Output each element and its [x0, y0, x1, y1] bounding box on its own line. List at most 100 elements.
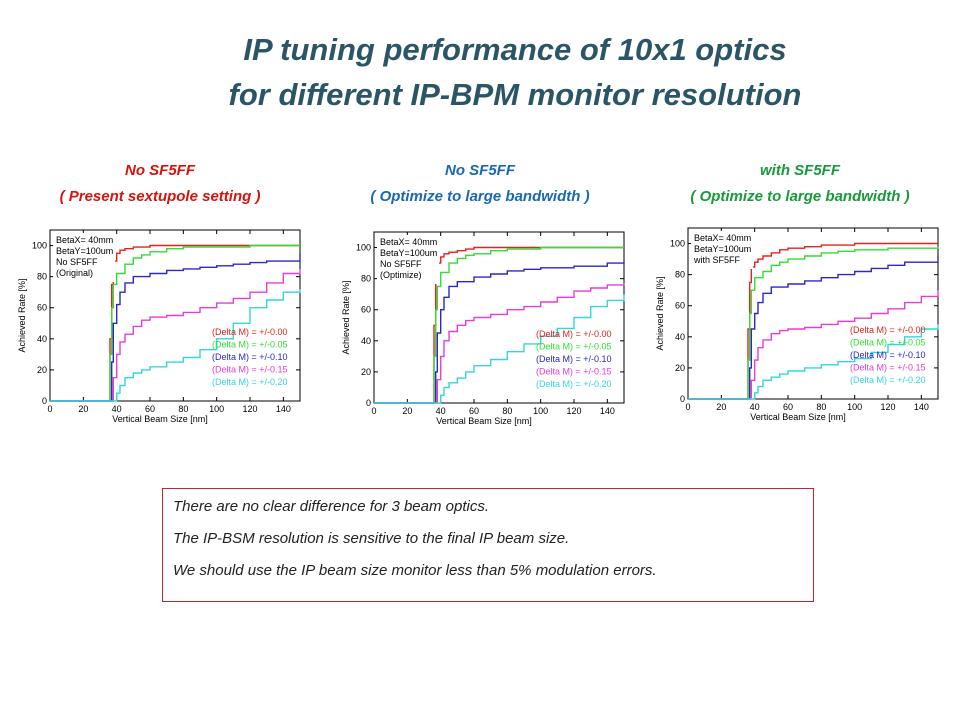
- x-tick-label: 100: [533, 406, 548, 416]
- legend-entry-0: (Delta M) = +/-0.00: [536, 329, 612, 339]
- annotation-line: No SF5FF: [56, 257, 98, 267]
- x-tick-label: 60: [469, 406, 479, 416]
- legend-entry-4: (Delta M) = +/-0.20: [850, 375, 926, 385]
- x-tick-label: 40: [112, 404, 122, 414]
- series-line-4: [374, 294, 625, 404]
- slide-title-line2: for different IP-BPM monitor resolution: [228, 77, 802, 112]
- legend-entry-4: (Delta M) = +/-0.20: [212, 377, 288, 387]
- x-tick-label: 60: [783, 402, 793, 412]
- legend-entry-0: (Delta M) = +/-0.00: [212, 327, 288, 337]
- y-tick-label: 80: [361, 274, 371, 284]
- x-axis-label: Vertical Beam Size [nm]: [750, 412, 846, 422]
- y-tick-label: 40: [675, 332, 685, 342]
- annotation-line: with SF5FF: [693, 255, 741, 265]
- x-tick-label: 120: [880, 402, 895, 412]
- x-axis-label: Vertical Beam Size [nm]: [436, 416, 532, 426]
- x-tick-label: 20: [402, 406, 412, 416]
- note-line-1: There are no clear difference for 3 beam…: [173, 498, 489, 515]
- x-tick-label: 40: [750, 402, 760, 412]
- x-tick-label: 140: [276, 404, 291, 414]
- summary-note-box: There are no clear difference for 3 beam…: [162, 488, 814, 602]
- y-tick-label: 60: [675, 301, 685, 311]
- note-line-2: The IP-BSM resolution is sensitive to th…: [173, 530, 570, 547]
- caption-3-line1: with SF5FF: [760, 162, 840, 179]
- caption-2-line1: No SF5FF: [445, 162, 515, 179]
- legend-entry-1: (Delta M) = +/-0.05: [212, 340, 288, 350]
- series-line-3: [688, 290, 939, 400]
- note-line-3: We should use the IP beam size monitor l…: [173, 562, 657, 579]
- annotation-line: No SF5FF: [380, 259, 422, 269]
- y-tick-label: 0: [680, 394, 685, 404]
- y-tick-label: 0: [42, 396, 47, 406]
- y-tick-label: 40: [37, 334, 47, 344]
- y-tick-label: 0: [366, 398, 371, 408]
- annotation-line: (Original): [56, 268, 93, 278]
- y-tick-label: 80: [37, 272, 47, 282]
- caption-1-line2: ( Present sextupole setting ): [59, 188, 261, 205]
- legend-entry-0: (Delta M) = +/-0.00: [850, 325, 926, 335]
- x-tick-label: 140: [600, 406, 615, 416]
- x-tick-label: 80: [816, 402, 826, 412]
- x-tick-label: 0: [685, 402, 690, 412]
- legend-entry-4: (Delta M) = +/-0.20: [536, 379, 612, 389]
- x-tick-label: 100: [209, 404, 224, 414]
- series-line-3: [50, 268, 301, 402]
- series-line-2: [50, 253, 301, 402]
- annotation-line: (Optimize): [380, 270, 422, 280]
- legend-entry-2: (Delta M) = +/-0.10: [536, 354, 612, 364]
- annotation-line: BetaY=100um: [380, 248, 437, 258]
- annotation-box: [691, 231, 753, 269]
- y-axis-label: Achieved Rate [%]: [655, 276, 665, 350]
- series-line-4: [688, 324, 939, 400]
- x-tick-label: 80: [178, 404, 188, 414]
- y-tick-label: 20: [37, 365, 47, 375]
- x-tick-label: 20: [78, 404, 88, 414]
- annotation-box: [53, 233, 115, 282]
- legend-entry-2: (Delta M) = +/-0.10: [212, 352, 288, 362]
- legend-entry-1: (Delta M) = +/-0.05: [536, 342, 612, 352]
- y-axis-label: Achieved Rate [%]: [17, 278, 27, 352]
- x-tick-label: 40: [436, 406, 446, 416]
- y-tick-label: 60: [361, 305, 371, 315]
- y-tick-label: 100: [670, 239, 685, 249]
- y-tick-label: 60: [37, 303, 47, 313]
- y-tick-label: 100: [356, 243, 371, 253]
- x-tick-label: 120: [242, 404, 257, 414]
- caption-1-line1: No SF5FF: [125, 162, 195, 179]
- legend-entry-3: (Delta M) = +/-0.15: [850, 363, 926, 373]
- y-tick-label: 40: [361, 336, 371, 346]
- x-axis-label: Vertical Beam Size [nm]: [112, 414, 208, 424]
- caption-chart-3: with SF5FF ( Optimize to large bandwidth…: [650, 158, 950, 210]
- legend-entry-1: (Delta M) = +/-0.05: [850, 338, 926, 348]
- series-line-1: [374, 246, 624, 404]
- annotation-line: BetaY=100um: [694, 244, 751, 254]
- caption-2-line2: ( Optimize to large bandwidth ): [370, 188, 590, 205]
- series-line-1: [688, 246, 939, 400]
- x-tick-label: 100: [847, 402, 862, 412]
- x-tick-label: 140: [914, 402, 929, 412]
- x-tick-label: 80: [502, 406, 512, 416]
- legend-entry-3: (Delta M) = +/-0.15: [536, 367, 612, 377]
- annotation-line: BetaX= 40mm: [380, 237, 437, 247]
- annotation-line: BetaY=100um: [56, 246, 113, 256]
- series-line-4: [50, 289, 301, 402]
- series-line-2: [374, 260, 625, 404]
- x-tick-label: 120: [566, 406, 581, 416]
- y-axis-label: Achieved Rate [%]: [341, 280, 351, 354]
- y-tick-label: 20: [675, 363, 685, 373]
- caption-3-line2: ( Optimize to large bandwidth ): [690, 188, 910, 205]
- x-tick-label: 0: [47, 404, 52, 414]
- series-line-2: [688, 256, 939, 400]
- y-tick-label: 20: [361, 367, 371, 377]
- legend-entry-2: (Delta M) = +/-0.10: [850, 350, 926, 360]
- caption-chart-1: No SF5FF ( Present sextupole setting ): [20, 158, 300, 210]
- y-tick-label: 100: [32, 241, 47, 251]
- series-line-3: [374, 283, 625, 404]
- y-tick-label: 80: [675, 270, 685, 280]
- annotation-line: BetaX= 40mm: [56, 235, 113, 245]
- slide-title-line1: IP tuning performance of 10x1 optics: [243, 32, 787, 67]
- annotation-line: BetaX= 40mm: [694, 233, 751, 243]
- x-tick-label: 0: [371, 406, 376, 416]
